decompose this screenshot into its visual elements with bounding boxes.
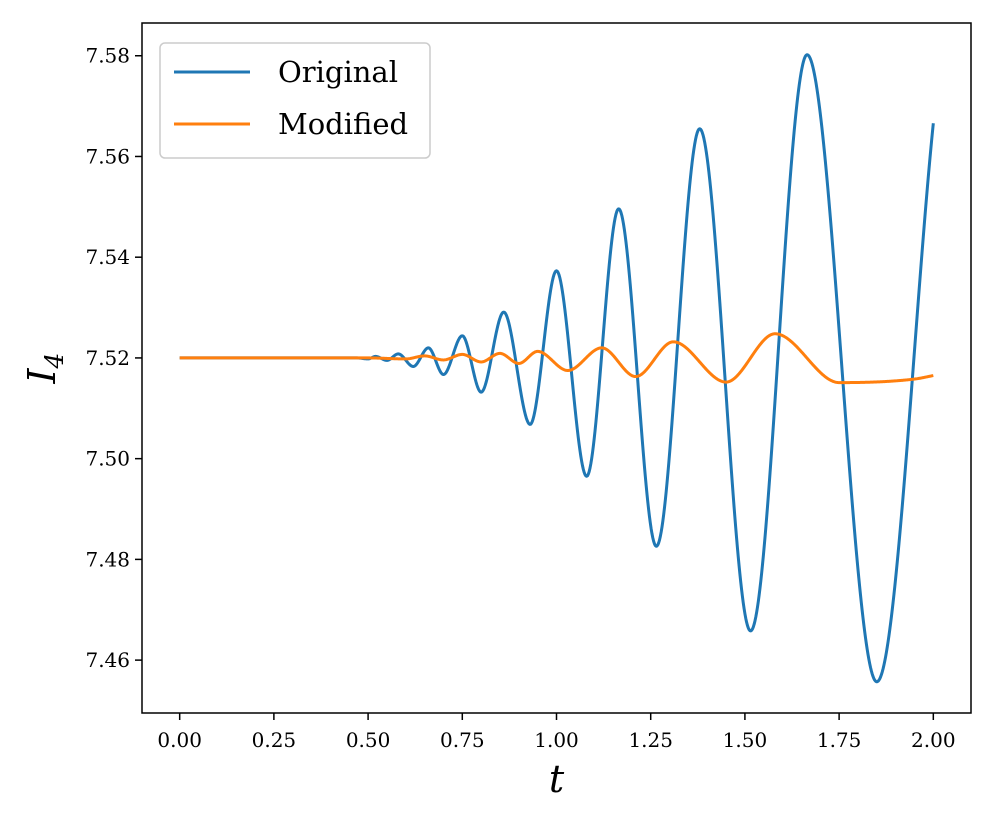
y-axis-label-subscript: 4 bbox=[40, 353, 69, 370]
y-tick-label: 7.54 bbox=[85, 245, 130, 269]
y-tick-label: 7.50 bbox=[85, 447, 130, 471]
legend: Original Modified bbox=[159, 42, 431, 159]
x-tick-label: 1.25 bbox=[628, 728, 673, 752]
x-tick-label: 2.00 bbox=[911, 728, 956, 752]
y-axis-label: I4 bbox=[20, 353, 69, 385]
y-axis: 7.46 7.48 7.50 7.52 7.54 7.56 7.58 bbox=[85, 44, 142, 672]
x-tick-label: 0.50 bbox=[346, 728, 391, 752]
y-tick-label: 7.56 bbox=[85, 144, 130, 168]
y-tick-label: 7.58 bbox=[85, 44, 130, 68]
x-tick-label: 0.75 bbox=[440, 728, 485, 752]
x-tick-label: 0.25 bbox=[252, 728, 297, 752]
y-tick-label: 7.46 bbox=[85, 648, 130, 672]
x-tick-label: 1.50 bbox=[723, 728, 768, 752]
legend-label-original: Original bbox=[278, 55, 398, 89]
series-layer bbox=[179, 53, 935, 684]
series-line-modified bbox=[179, 332, 934, 385]
x-axis: 0.00 0.25 0.50 0.75 1.00 1.25 1.50 1.75 2.00 bbox=[157, 713, 956, 752]
x-tick-label: 1.75 bbox=[817, 728, 862, 752]
y-tick-label: 7.48 bbox=[85, 547, 130, 571]
x-tick-label: 0.00 bbox=[157, 728, 202, 752]
y-axis-label-main: I bbox=[20, 367, 64, 384]
x-tick-label: 1.00 bbox=[534, 728, 579, 752]
legend-label-modified: Modified bbox=[278, 107, 408, 141]
x-axis-label: t bbox=[549, 757, 565, 801]
y-tick-label: 7.52 bbox=[85, 346, 130, 370]
